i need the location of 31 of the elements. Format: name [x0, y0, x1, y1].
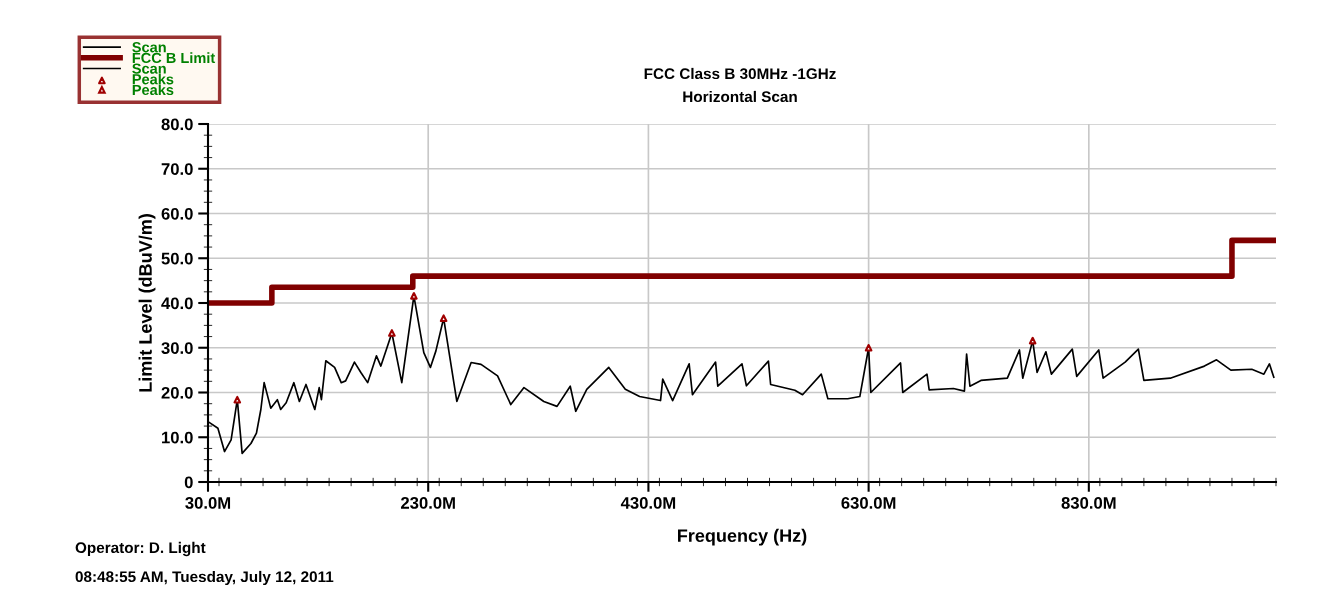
x-tick-label: 230.0M — [400, 497, 455, 509]
x-tick-label: 430.0M — [620, 497, 676, 509]
y-tick-label: 70.0 — [161, 163, 193, 175]
y-tick-label: 0 — [184, 476, 193, 489]
y-axis-title: Limit Level (dBuV/m) — [138, 214, 156, 392]
x-tick-label: 630.0M — [841, 497, 896, 509]
text: Operator: D. Light — [75, 541, 206, 557]
chart-title: FCC Class B 30MHz -1GHz — [644, 67, 836, 80]
point — [410, 292, 418, 300]
y-tick-label: 10.0 — [162, 431, 193, 444]
text: 08:48:55 AM, Tuesday, July 12, 2011 — [75, 570, 334, 586]
legend-label: FCC B Limit — [132, 52, 216, 64]
y-tick-label: 80.0 — [161, 118, 193, 131]
y-tick-label: 40.0 — [161, 297, 193, 310]
y-tick-label: 20.0 — [161, 386, 193, 399]
legend-label: Peaks — [132, 73, 174, 85]
legend-label: Scan — [132, 42, 166, 53]
x-axis-title: Frequency (Hz) — [678, 528, 807, 546]
legend-label: Scan — [132, 63, 166, 74]
y-tick-label: 30.0 — [161, 342, 193, 354]
legend-label: Peaks — [132, 84, 174, 96]
y-tick-label: 50.0 — [161, 252, 193, 265]
point — [388, 329, 396, 337]
chart-subtitle: Horizontal Scan — [683, 90, 797, 103]
y-tick-label: 60.0 — [161, 207, 193, 220]
point — [864, 343, 873, 352]
point — [233, 395, 242, 404]
point — [439, 314, 448, 323]
x-tick-label: 830.0M — [1061, 497, 1116, 509]
x-tick-label: 30.0M — [185, 497, 231, 509]
point — [1028, 336, 1037, 345]
